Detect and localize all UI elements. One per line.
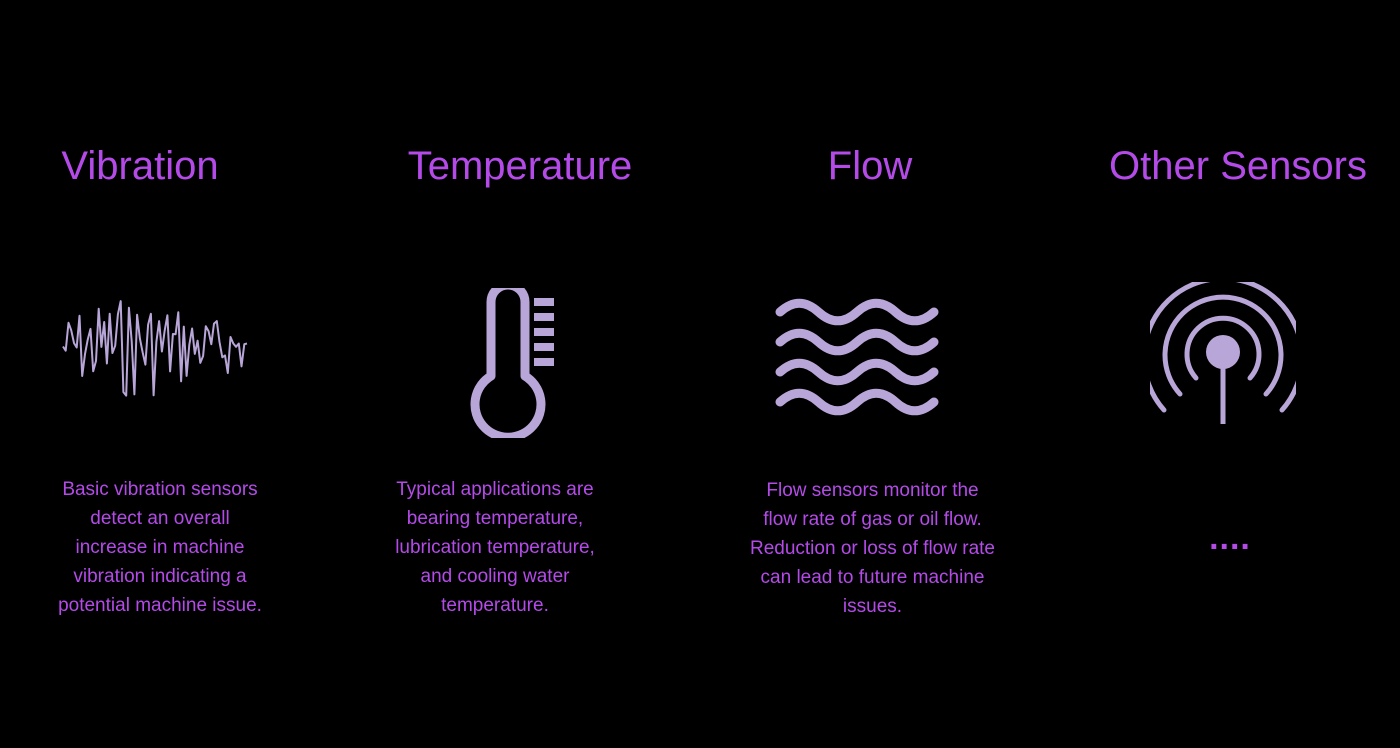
flow-description-line: can lead to future machine	[760, 567, 985, 588]
vibration-title: Vibration	[61, 144, 219, 188]
sensor-node	[1206, 335, 1240, 369]
temperature-description-line: and cooling water	[420, 566, 570, 587]
temperature-description: Typical applications are bearing tempera…	[360, 475, 630, 620]
vibration-description-line: vibration indicating a	[73, 566, 247, 587]
flow-wave-line	[775, 358, 939, 386]
flow-description-line: Flow sensors monitor the	[766, 480, 979, 501]
thermometer-scale-mark	[534, 298, 554, 306]
temperature-description-line: lubrication temperature,	[395, 537, 595, 558]
vibration-description-line: Basic vibration sensors	[62, 479, 258, 500]
wireless-sensor-icon	[1150, 282, 1296, 424]
other-sensors-ellipsis: ....	[1209, 519, 1251, 557]
flow-wave-line	[775, 298, 939, 326]
flow-waves-icon	[775, 298, 939, 416]
flow-description-line: issues.	[842, 596, 903, 617]
flow-description-line: flow rate of gas or oil flow.	[763, 509, 982, 530]
thermometer-scale-mark	[534, 358, 554, 366]
thermometer-scale-mark	[534, 313, 554, 321]
vibration-description-line: detect an overall	[90, 508, 230, 529]
vibration-waveform-line	[62, 300, 248, 397]
flow-description: Flow sensors monitor the flow rate of ga…	[725, 476, 1020, 621]
temperature-description-line: bearing temperature,	[406, 508, 584, 529]
thermometer-icon	[470, 288, 554, 438]
temperature-description-line: Typical applications are	[396, 479, 594, 500]
flow-wave-line	[775, 388, 939, 416]
temperature-description-line: temperature.	[441, 595, 549, 616]
thermometer-scale-mark	[534, 343, 554, 351]
flow-description-line: Reduction or loss of flow rate	[749, 538, 995, 559]
flow-wave-line	[775, 328, 939, 356]
flow-title: Flow	[827, 144, 913, 188]
thermometer-scale-mark	[534, 328, 554, 336]
signal-arc-middle	[1162, 294, 1284, 397]
vibration-description: Basic vibration sensors detect an overal…	[30, 475, 290, 620]
sensor-antenna-stem	[1220, 362, 1226, 424]
thermometer-outline	[470, 288, 546, 438]
other-sensors-title: Other Sensors	[1109, 144, 1367, 188]
vibration-waveform-icon	[62, 300, 248, 397]
vibration-description-line: increase in machine	[75, 537, 245, 558]
vibration-description-line: potential machine issue.	[58, 595, 262, 616]
signal-arc-inner	[1184, 315, 1262, 381]
temperature-title: Temperature	[407, 144, 633, 188]
